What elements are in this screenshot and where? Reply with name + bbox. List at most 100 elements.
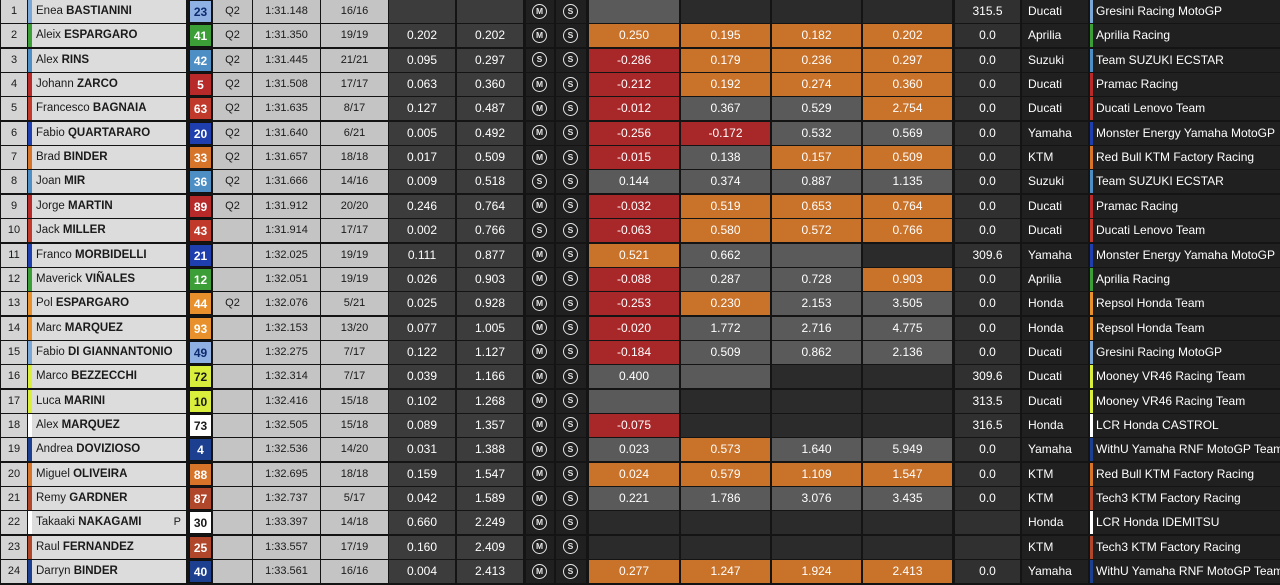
sector-1-cell <box>589 0 679 23</box>
sector-4-cell: 3.505 <box>863 292 952 316</box>
best-lap-cell: 1:31.914 <box>253 219 320 243</box>
gap-cell: 0.002 <box>389 219 455 243</box>
manufacturer-cell: KTM <box>1022 462 1088 486</box>
table-row[interactable]: 6 Fabio QUARTARARO 20 Q2 1:31.640 6/21 0… <box>0 121 1280 145</box>
manufacturer-cell: Ducati <box>1022 97 1088 121</box>
sector-1-cell: 0.277 <box>589 560 679 584</box>
laps-cell: 16/16 <box>321 560 388 584</box>
table-row[interactable]: 12 Maverick VIÑALES 12 1:32.051 19/19 0.… <box>0 267 1280 291</box>
qualifying-session-cell: Q2 <box>213 0 252 23</box>
sector-4-cell: 2.136 <box>863 340 952 364</box>
medium-tyre-icon: M <box>532 271 547 287</box>
front-tyre-cell: M <box>526 511 554 535</box>
front-tyre-cell: M <box>526 316 554 340</box>
medium-tyre-icon: M <box>532 368 547 384</box>
sector-1-cell <box>589 389 679 413</box>
manufacturer-cell: Suzuki <box>1022 170 1088 194</box>
rider-first-name: Franco <box>36 248 72 261</box>
table-row[interactable]: 1 Enea BASTIANINI 23 Q2 1:31.148 16/16 M… <box>0 0 1280 23</box>
front-tyre-cell: M <box>526 438 554 462</box>
medium-tyre-icon: M <box>532 100 547 116</box>
front-tyre-cell: S <box>526 219 554 243</box>
rider-last-name: VIÑALES <box>85 272 136 285</box>
table-row[interactable]: 10 Jack MILLER 43 1:31.914 17/17 0.002 0… <box>0 219 1280 243</box>
sector-3-cell <box>772 389 861 413</box>
rider-last-name: DI GIANNANTONIO <box>67 345 173 358</box>
interval-cell: 0.928 <box>457 292 523 316</box>
team-color-bar <box>1090 243 1093 267</box>
medium-tyre-icon: M <box>532 417 547 433</box>
interval-cell: 0.487 <box>457 97 523 121</box>
sector-4-cell: 2.413 <box>863 560 952 584</box>
sector-2-cell: 0.195 <box>681 24 770 48</box>
rear-tyre-cell: S <box>556 316 586 340</box>
team-cell: Gresini Racing MotoGP <box>1090 340 1280 364</box>
interval-cell: 2.409 <box>457 535 523 559</box>
rear-tyre-cell: S <box>556 243 586 267</box>
sector-4-cell: 4.775 <box>863 316 952 340</box>
table-row[interactable]: 24 Darryn BINDER 40 1:33.561 16/16 0.004… <box>0 560 1280 584</box>
gap-cell: 0.005 <box>389 121 455 145</box>
rider-team-stripe <box>28 413 32 437</box>
sector-1-cell: -0.015 <box>589 146 679 170</box>
medium-tyre-icon: M <box>532 393 547 409</box>
table-row[interactable]: 5 Francesco BAGNAIA 63 Q2 1:31.635 8/17 … <box>0 97 1280 121</box>
sector-2-cell <box>681 535 770 559</box>
sector-2-cell: 0.662 <box>681 243 770 267</box>
table-row[interactable]: 8 Joan MIR 36 Q2 1:31.666 14/16 0.009 0.… <box>0 170 1280 194</box>
team-name: Pramac Racing <box>1096 77 1179 92</box>
manufacturer-cell: Ducati <box>1022 340 1088 364</box>
team-name: Red Bull KTM Factory Racing <box>1096 466 1255 481</box>
rider-first-name: Maverick <box>36 272 83 285</box>
qualifying-session-cell <box>213 560 252 584</box>
rider-first-name: Aleix <box>36 29 61 42</box>
team-name: Team SUZUKI ECSTAR <box>1096 52 1224 67</box>
table-row[interactable]: 14 Marc MARQUEZ 93 1:32.153 13/20 0.077 … <box>0 316 1280 340</box>
position-cell: 21 <box>1 487 27 510</box>
table-row[interactable]: 22 Takaaki NAKAGAMI P 30 1:33.397 14/18 … <box>0 511 1280 535</box>
rear-tyre-cell: S <box>556 511 586 535</box>
manufacturer-cell: Ducati <box>1022 219 1088 243</box>
table-row[interactable]: 3 Alex RINS 42 Q2 1:31.445 21/21 0.095 0… <box>0 48 1280 72</box>
team-cell: Red Bull KTM Factory Racing <box>1090 462 1280 486</box>
sector-1-cell: -0.075 <box>589 413 679 437</box>
table-row[interactable]: 21 Remy GARDNER 87 1:32.737 5/17 0.042 1… <box>0 487 1280 510</box>
table-row[interactable]: 15 Fabio DI GIANNANTONIO 49 1:32.275 7/1… <box>0 340 1280 364</box>
sector-3-cell: 0.157 <box>772 146 861 170</box>
medium-tyre-icon: M <box>532 441 547 457</box>
team-cell: Mooney VR46 Racing Team <box>1090 365 1280 389</box>
rider-first-name: Jack <box>36 224 60 237</box>
sector-3-cell <box>772 511 861 535</box>
best-lap-cell: 1:32.153 <box>253 316 320 340</box>
laps-cell: 7/17 <box>321 340 388 364</box>
best-lap-cell: 1:31.635 <box>253 97 320 121</box>
top-speed-cell: 313.5 <box>955 389 1020 413</box>
sector-2-cell <box>681 0 770 23</box>
table-row[interactable]: 4 Johann ZARCO 5 Q2 1:31.508 17/17 0.063… <box>0 73 1280 97</box>
table-row[interactable]: 20 Miguel OLIVEIRA 88 1:32.695 18/18 0.1… <box>0 462 1280 486</box>
table-row[interactable]: 18 Alex MARQUEZ 73 1:32.505 15/18 0.089 … <box>0 413 1280 437</box>
rider-last-name: MIR <box>64 175 86 188</box>
position-cell: 1 <box>1 0 27 23</box>
gap-cell: 0.095 <box>389 48 455 72</box>
table-row[interactable]: 16 Marco BEZZECCHI 72 1:32.314 7/17 0.03… <box>0 365 1280 389</box>
table-row[interactable]: 9 Jorge MARTIN 89 Q2 1:31.912 20/20 0.24… <box>0 194 1280 218</box>
best-lap-cell: 1:31.508 <box>253 73 320 97</box>
front-tyre-cell: M <box>526 24 554 48</box>
table-row[interactable]: 11 Franco MORBIDELLI 21 1:32.025 19/19 0… <box>0 243 1280 267</box>
table-row[interactable]: 13 Pol ESPARGARO 44 Q2 1:32.076 5/21 0.0… <box>0 292 1280 316</box>
table-row[interactable]: 17 Luca MARINI 10 1:32.416 15/18 0.102 1… <box>0 389 1280 413</box>
table-row[interactable]: 2 Aleix ESPARGARO 41 Q2 1:31.350 19/19 0… <box>0 24 1280 48</box>
soft-tyre-icon: S <box>563 222 578 238</box>
rider-team-stripe <box>28 73 32 97</box>
laps-cell: 17/17 <box>321 73 388 97</box>
table-row[interactable]: 7 Brad BINDER 33 Q2 1:31.657 18/18 0.017… <box>0 146 1280 170</box>
sector-4-cell: 0.569 <box>863 121 952 145</box>
table-row[interactable]: 19 Andrea DOVIZIOSO 4 1:32.536 14/20 0.0… <box>0 438 1280 462</box>
top-speed-cell: 0.0 <box>955 121 1020 145</box>
qualifying-session-cell: Q2 <box>213 121 252 145</box>
table-row[interactable]: 23 Raul FERNANDEZ 25 1:33.557 17/19 0.16… <box>0 535 1280 559</box>
team-color-bar <box>1090 267 1093 291</box>
team-cell: Tech3 KTM Factory Racing <box>1090 535 1280 559</box>
